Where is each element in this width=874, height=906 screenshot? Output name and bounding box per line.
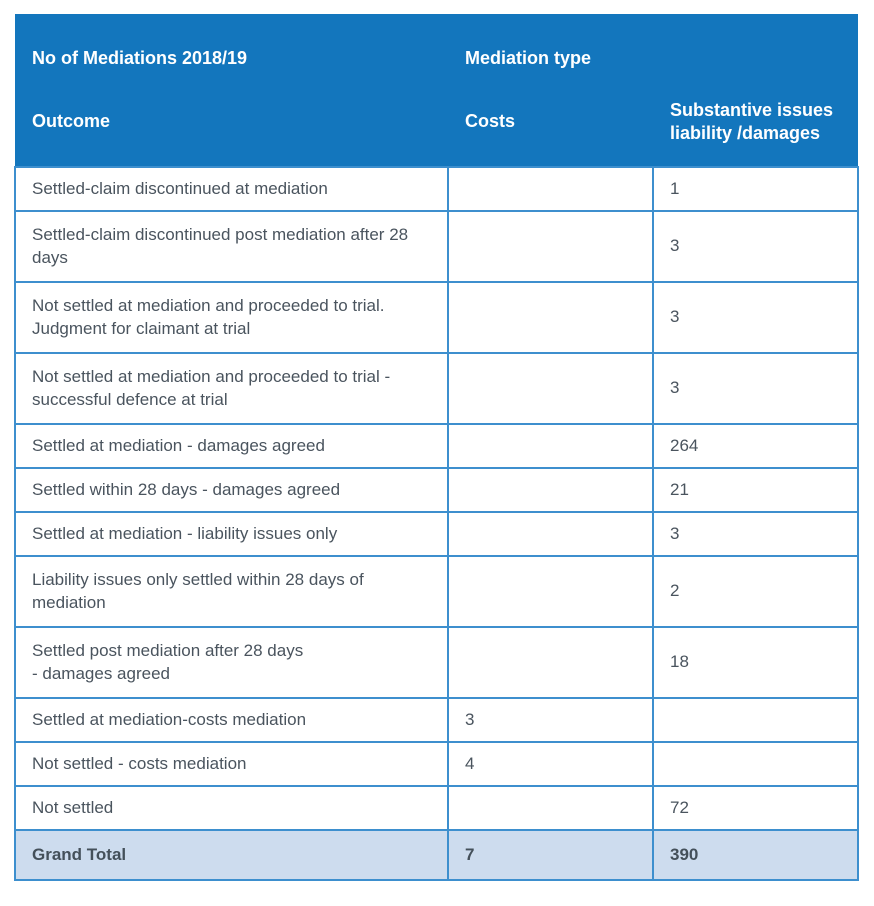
table-row: Settled at mediation - damages agreed 26…: [14, 423, 860, 469]
costs-cell: [447, 785, 654, 831]
substantive-cell: 264: [651, 423, 860, 469]
grand-total-costs: 7: [447, 829, 654, 881]
costs-cell: [447, 210, 654, 283]
outcome-cell: Settled post mediation after 28 days - d…: [14, 626, 449, 699]
table-row: Not settled at mediation and proceeded t…: [14, 352, 860, 425]
table-row: Not settled 72: [14, 785, 860, 831]
costs-cell: [447, 511, 654, 557]
column-group-mediation-type: Mediation type: [448, 14, 859, 88]
substantive-cell: 1: [651, 166, 860, 212]
costs-cell: [447, 467, 654, 513]
table-row: Settled post mediation after 28 days - d…: [14, 626, 860, 699]
substantive-cell: 3: [651, 352, 860, 425]
substantive-cell: [651, 741, 860, 787]
outcome-cell: Not settled: [14, 785, 449, 831]
costs-cell: [447, 166, 654, 212]
substantive-cell: 3: [651, 281, 860, 354]
outcome-cell: Settled-claim discontinued post mediatio…: [14, 210, 449, 283]
substantive-cell: 2: [651, 555, 860, 628]
column-header-substantive: Substantive issues liability /damages: [653, 88, 859, 167]
costs-cell: 4: [447, 741, 654, 787]
grand-total-label: Grand Total: [14, 829, 449, 881]
costs-cell: 3: [447, 697, 654, 743]
substantive-cell: 72: [651, 785, 860, 831]
outcome-cell: Not settled at mediation and proceeded t…: [14, 281, 449, 354]
costs-cell: [447, 352, 654, 425]
table-row: Not settled - costs mediation 4: [14, 741, 860, 787]
table-row: Settled-claim discontinued post mediatio…: [14, 210, 860, 283]
outcome-cell: Settled-claim discontinued at mediation: [14, 166, 449, 212]
substantive-cell: 18: [651, 626, 860, 699]
header-columns-row: Outcome Costs Substantive issues liabili…: [15, 88, 859, 167]
substantive-cell: [651, 697, 860, 743]
column-header-outcome: Outcome: [15, 88, 448, 167]
outcome-cell: Not settled - costs mediation: [14, 741, 449, 787]
outcome-cell: Settled within 28 days - damages agreed: [14, 467, 449, 513]
table-row: Settled within 28 days - damages agreed …: [14, 467, 860, 513]
table-row: Settled at mediation-costs mediation 3: [14, 697, 860, 743]
outcome-cell: Settled at mediation-costs mediation: [14, 697, 449, 743]
table-row: Settled at mediation - liability issues …: [14, 511, 860, 557]
costs-cell: [447, 281, 654, 354]
costs-cell: [447, 423, 654, 469]
table-row: Not settled at mediation and proceeded t…: [14, 281, 860, 354]
table-row: Liability issues only settled within 28 …: [14, 555, 860, 628]
outcome-cell: Settled at mediation - damages agreed: [14, 423, 449, 469]
table-row: Settled-claim discontinued at mediation …: [14, 166, 860, 212]
outcome-cell: Liability issues only settled within 28 …: [14, 555, 449, 628]
outcome-cell: Settled at mediation - liability issues …: [14, 511, 449, 557]
costs-cell: [447, 555, 654, 628]
column-header-costs: Costs: [448, 88, 653, 167]
grand-total-substantive: 390: [651, 829, 860, 881]
costs-cell: [447, 626, 654, 699]
substantive-cell: 3: [651, 210, 860, 283]
outcome-cell: Not settled at mediation and proceeded t…: [14, 352, 449, 425]
substantive-cell: 21: [651, 467, 860, 513]
grand-total-row: Grand Total 7 390: [14, 829, 860, 881]
header-group-row: No of Mediations 2018/19 Mediation type: [15, 14, 859, 88]
table-title: No of Mediations 2018/19: [15, 14, 448, 88]
substantive-cell: 3: [651, 511, 860, 557]
mediations-table: No of Mediations 2018/19 Mediation type …: [14, 14, 860, 881]
